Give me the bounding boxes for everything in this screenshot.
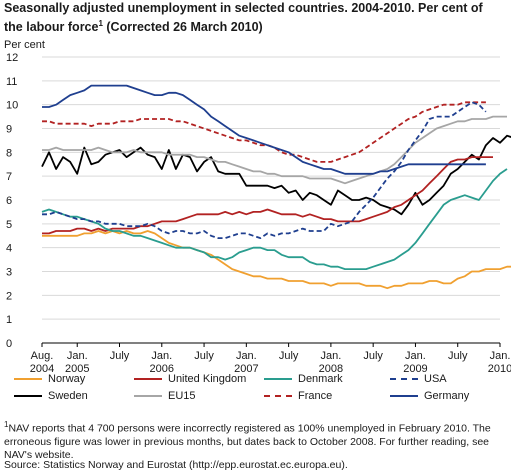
chart-title-suffix: (Corrected 26 March 2010) — [102, 20, 263, 35]
x-tick-year-label: 2008 — [319, 363, 343, 375]
x-tick-year-label: 2006 — [150, 363, 174, 375]
legend-item-sweden: Sweden — [14, 390, 88, 402]
legend-item-germany: Germany — [390, 390, 469, 402]
legend-label: Norway — [48, 373, 86, 385]
series-line-usa — [42, 101, 487, 240]
series-line-united-kingdom — [42, 156, 493, 235]
x-tick-year-label: 2007 — [234, 363, 258, 375]
legend-swatch — [134, 378, 162, 380]
x-tick-year-label: 2009 — [403, 363, 427, 375]
legend-item-usa: USA — [390, 373, 447, 385]
x-tick-label: Jan. — [236, 350, 257, 362]
legend-label: Denmark — [298, 373, 343, 385]
x-tick-label: July — [448, 350, 468, 362]
y-tick-label: 0 — [6, 338, 12, 350]
x-tick-label: July — [363, 350, 383, 362]
y-tick-label: 9 — [6, 124, 12, 136]
y-tick-label: 3 — [6, 267, 12, 279]
x-tick-year-label: 2004 — [30, 363, 54, 375]
legend-label: USA — [424, 373, 447, 385]
title-footnote-marker: 1 — [98, 19, 103, 28]
legend-swatch — [134, 395, 162, 397]
legend-item-denmark: Denmark — [264, 373, 343, 385]
x-tick-label: Jan. — [320, 350, 341, 362]
legend-item-united-kingdom: United Kingdom — [134, 373, 246, 385]
y-tick-label: 4 — [6, 243, 12, 255]
legend-label: United Kingdom — [168, 373, 247, 385]
series-line-eu15 — [42, 115, 507, 185]
y-tick-label: 10 — [6, 100, 18, 112]
x-tick-label: July — [110, 350, 130, 362]
source-text: Source: Statistics Norway and Eurostat (… — [4, 459, 348, 471]
footnote-marker: 1 — [4, 420, 9, 429]
series-line-denmark — [41, 168, 508, 271]
legend-label: Sweden — [48, 390, 88, 402]
x-tick-year-label: 2005 — [65, 363, 89, 375]
series-line-norway — [42, 230, 511, 290]
legend-swatch — [390, 378, 418, 380]
x-tick-label: Jan. — [151, 350, 172, 362]
legend-item-norway: Norway — [14, 373, 85, 385]
x-tick-label: Jan. — [67, 350, 88, 362]
x-tick-label: Aug. — [31, 350, 54, 362]
legend-item-eu15: EU15 — [134, 390, 196, 402]
legend-label: EU15 — [168, 390, 196, 402]
legend-swatch — [264, 395, 292, 397]
series-line-germany — [42, 84, 486, 175]
chart-title-text: Seasonally adjusted unemployment in sele… — [4, 1, 483, 35]
y-tick-label: 11 — [6, 76, 17, 88]
y-tick-label: 1 — [6, 314, 12, 326]
y-tick-label: 5 — [6, 219, 12, 231]
y-tick-label: 2 — [6, 290, 12, 302]
y-tick-label: 7 — [6, 171, 12, 183]
series-line-france — [42, 101, 486, 163]
x-tick-year-label: 2010 — [488, 363, 511, 375]
footnote-text: NAV reports that 4 700 persons were inco… — [4, 422, 491, 461]
legend-label: Germany — [424, 390, 470, 402]
legend-item-france: France — [264, 390, 332, 402]
x-tick-label: July — [194, 350, 214, 362]
x-tick-label: July — [279, 350, 299, 362]
legend-swatch — [264, 378, 292, 380]
chart-title: Seasonally adjusted unemployment in sele… — [4, 0, 504, 35]
x-tick-label: Jan. — [405, 350, 426, 362]
y-axis-label: Per cent — [4, 39, 45, 51]
legend-swatch — [14, 395, 42, 397]
y-tick-label: 8 — [6, 147, 12, 159]
legend-label: France — [298, 390, 333, 402]
y-tick-label: 6 — [6, 195, 12, 207]
legend-swatch — [390, 395, 418, 397]
y-tick-label: 12 — [6, 52, 18, 64]
legend-swatch — [14, 378, 42, 380]
series-line-sweden — [41, 134, 511, 216]
footnote: 1NAV reports that 4 700 persons were inc… — [4, 418, 509, 462]
x-tick-label: Jan. — [490, 350, 511, 362]
